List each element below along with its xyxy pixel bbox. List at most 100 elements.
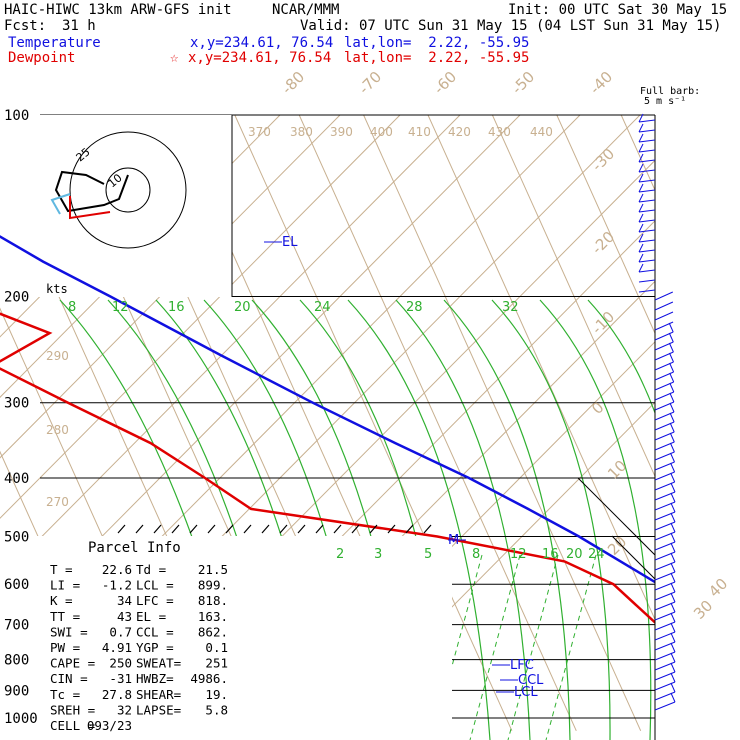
moist-adiabat-line <box>347 299 491 740</box>
isotherm-label: -80 <box>278 68 308 98</box>
isotherm-line <box>298 115 577 731</box>
wind-barb <box>654 421 675 431</box>
hatch-mark <box>117 524 126 534</box>
wind-barb <box>638 149 656 153</box>
wind-barb-flag <box>638 193 644 203</box>
wind-barb <box>638 219 656 223</box>
hatch-mark <box>135 524 144 534</box>
parcel-info-cell: CAPE = <box>50 656 95 671</box>
pressure-label: 100 <box>4 108 29 124</box>
hodograph-lower-segment <box>69 196 111 220</box>
wind-barb-flag <box>638 173 644 183</box>
wind-barb <box>654 391 674 401</box>
pressure-label: 600 <box>4 577 29 593</box>
wind-barb-flag <box>670 542 676 553</box>
wind-barb-flag <box>670 602 676 613</box>
hodograph-trace <box>54 170 129 213</box>
level-marker-label: EL <box>282 235 298 250</box>
dry-adiabat-label: 280 <box>46 423 69 437</box>
wind-barb-flag <box>670 532 676 543</box>
wind-barb-flag <box>670 502 676 513</box>
hatch-mark <box>315 524 324 534</box>
isotherm-label: -10 <box>588 308 618 338</box>
hatch-mark <box>279 524 288 534</box>
parcel-info-title: Parcel Info <box>88 540 181 556</box>
mixing-ratio-label: 16 <box>168 300 185 315</box>
parcel-info-cell: Tc = <box>50 687 80 702</box>
hatch-mark <box>351 524 360 534</box>
wind-barb <box>654 371 674 381</box>
wind-barb-flag <box>669 402 675 413</box>
pressure-label: 800 <box>4 653 29 669</box>
dry-adiabat-line <box>0 115 341 459</box>
hatch-mark <box>243 524 252 534</box>
isotherm-line <box>491 115 655 478</box>
wind-barb-flag <box>670 632 676 643</box>
mixing-ratio-label: 24 <box>314 300 331 315</box>
hatch-mark <box>153 524 162 534</box>
wind-barb <box>638 239 656 243</box>
wind-barb <box>654 331 674 341</box>
wind-barb-flag <box>669 362 675 373</box>
isotherm-label: -20 <box>588 228 618 258</box>
wind-barb-flag <box>670 562 676 573</box>
wind-barb <box>638 269 656 273</box>
wind-barb-flag <box>669 432 675 443</box>
wind-barb-flag <box>669 372 675 383</box>
wind-barb-flag <box>638 203 644 213</box>
parcel-info-cell: HWBZ= <box>136 671 174 686</box>
wind-barb-flag <box>670 682 676 693</box>
isotherm-line <box>363 115 642 731</box>
init-time: Init: 00 UTC Sat 30 May 15 <box>508 2 728 18</box>
isotherm-label: 10 <box>604 457 630 483</box>
wind-barb-flag <box>670 552 676 563</box>
wind-barb-flag <box>669 382 675 393</box>
wind-barb-flag <box>670 672 676 683</box>
hodograph-background <box>0 115 232 297</box>
wind-barb <box>638 289 656 293</box>
wind-barb-flag <box>670 472 676 483</box>
mixing-ratio-label: 5 <box>424 547 432 562</box>
level-marker-label: LCL <box>514 685 538 700</box>
isotherm-label: -40 <box>586 68 616 98</box>
dewpoint-xy: x,y=234.61, 76.54 <box>188 50 332 66</box>
parcel-info-cell: 163. <box>198 609 228 624</box>
isotherm-label: -60 <box>430 68 460 98</box>
hatch-mark <box>423 524 432 534</box>
mixing-ratio-label: 12 <box>510 547 527 562</box>
wind-barb <box>654 431 675 441</box>
parcel-info-cell: 0.1 <box>205 640 228 655</box>
isotherm-label: -70 <box>355 68 385 98</box>
mixing-ratio-line <box>545 554 597 740</box>
hatch-mark <box>189 524 198 534</box>
parcel-info-cell: 32 <box>117 702 132 717</box>
mixing-ratio-label: 32 <box>502 300 519 315</box>
wind-barb <box>638 119 656 123</box>
wind-barb <box>654 301 674 311</box>
moist-adiabat-line <box>491 299 611 740</box>
wind-barb-flag <box>668 342 674 353</box>
wind-barb <box>654 311 674 321</box>
wind-barb-flag <box>669 352 674 363</box>
parcel-info-cell: 4986. <box>190 671 228 686</box>
parcel-info-cell: LCL = <box>136 578 174 593</box>
parcel-info-cell: SHEAR= <box>136 687 181 702</box>
mixing-ratio-label: 20 <box>234 300 251 315</box>
isotherm-line <box>620 115 655 192</box>
wind-barb-flag <box>638 113 644 123</box>
wind-barb <box>654 401 675 411</box>
wind-barb-flag <box>670 592 676 603</box>
mixing-ratio-label: 3 <box>374 547 382 562</box>
hatch-mark <box>171 524 180 534</box>
wind-barb-flag <box>670 512 676 523</box>
wind-barb-flag <box>668 322 674 333</box>
wind-barb <box>654 351 674 361</box>
wind-barb <box>654 341 674 351</box>
pressure-label: 200 <box>4 290 29 306</box>
frame-diagonal <box>577 477 656 556</box>
parcel-info-cell: CIN = <box>50 671 88 686</box>
wind-barb <box>654 381 674 391</box>
model-title: HAIC-HIWC 13km ARW-GFS init <box>4 2 232 18</box>
mixing-ratio-label: 8 <box>68 300 76 315</box>
